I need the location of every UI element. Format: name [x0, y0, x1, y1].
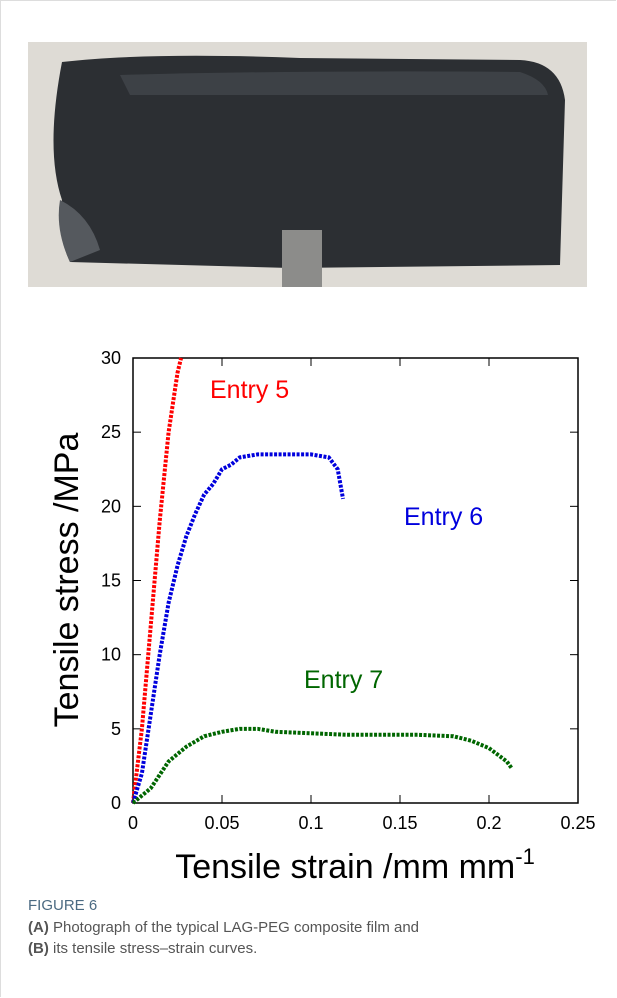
photo — [28, 42, 587, 287]
x-tick-label: 0.2 — [476, 813, 501, 833]
x-axis-label-main: Tensile strain /mm mm — [175, 848, 515, 886]
caption-a: (A) Photograph of the typical LAG-PEG co… — [28, 917, 419, 938]
series-line — [131, 357, 184, 804]
series-label: Entry 6 — [404, 503, 483, 531]
caption-a-tag: (A) — [28, 919, 49, 936]
y-tick-label: 25 — [101, 422, 121, 442]
x-tick-label: 0 — [128, 813, 138, 833]
y-tick-label: 30 — [101, 348, 121, 368]
figure-label: FIGURE 6 — [28, 897, 98, 914]
caption-b-text: its tensile stress–strain curves. — [48, 940, 258, 957]
y-tick-label: 0 — [111, 793, 121, 813]
caption-a-text: Photograph of the typical LAG-PEG compos… — [48, 919, 420, 936]
y-tick-label: 10 — [101, 645, 121, 665]
x-axis-label: Tensile strain /mm mm-1 — [175, 844, 535, 886]
figure: Tensile stress /MPa Tensile strain /mm m… — [28, 42, 596, 886]
caption-b-tag: (B) — [28, 940, 49, 957]
x-axis-label-sup: -1 — [515, 844, 535, 869]
x-tick-label: 0.1 — [298, 813, 323, 833]
x-tick-label: 0.15 — [382, 813, 417, 833]
x-tick-label: 0.25 — [560, 813, 595, 833]
plot-frame — [132, 357, 579, 804]
series-line — [131, 726, 514, 805]
y-tick-label: 15 — [101, 571, 121, 591]
y-tick-label: 20 — [101, 496, 121, 516]
series-line — [131, 452, 346, 804]
caption-b: (B) its tensile stress–strain curves. — [28, 938, 257, 959]
x-tick-label: 0.05 — [204, 813, 239, 833]
series-label: Entry 5 — [210, 376, 289, 404]
y-tick-label: 5 — [111, 719, 121, 739]
series-label: Entry 7 — [304, 666, 383, 694]
y-axis-label: Tensile stress /MPa — [48, 433, 86, 728]
